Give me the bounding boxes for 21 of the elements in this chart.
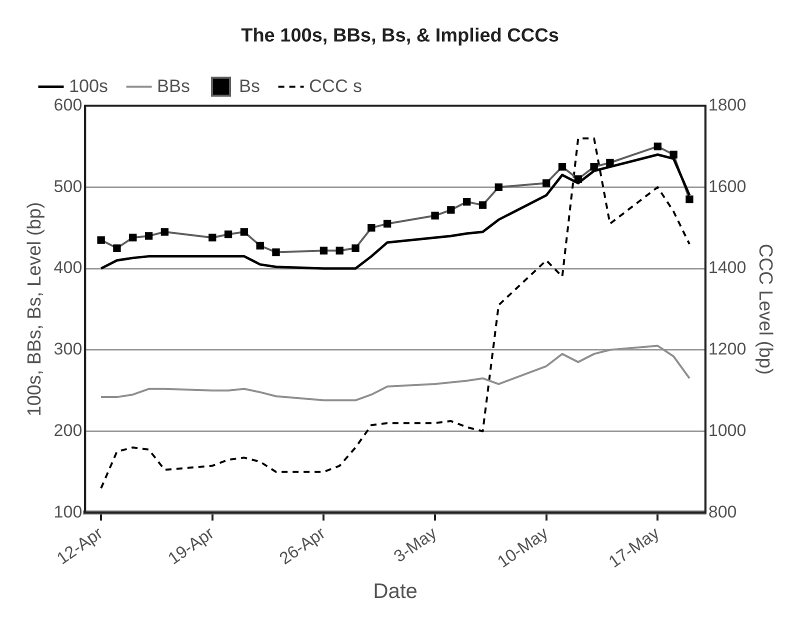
y-tick-label: 200 xyxy=(54,420,82,440)
y-tick-label: 300 xyxy=(54,340,82,359)
y2-tick-label: 1800 xyxy=(708,95,746,114)
legend-label: BBs xyxy=(157,76,190,96)
y-tick-label: 600 xyxy=(54,95,82,114)
y2-tick-label: 1600 xyxy=(708,176,746,196)
y2-tick-label: 1200 xyxy=(708,340,746,359)
y2-tick-label: 800 xyxy=(708,502,737,522)
y2-tick-label: 1400 xyxy=(708,258,746,278)
y-tick-label: 100 xyxy=(54,502,82,522)
legend-label: 100s xyxy=(69,76,108,96)
legend-label: CCC s xyxy=(309,76,362,96)
y-tick-label: 400 xyxy=(54,258,82,278)
chart-title: The 100s, BBs, Bs, & Implied CCCs xyxy=(241,26,559,47)
line-series xyxy=(100,137,690,490)
x-axis-title: Date xyxy=(373,580,418,604)
legend-label: Bs xyxy=(239,76,260,96)
y-axis-title: 100s, BBs, Bs, Level (bp) xyxy=(24,202,46,416)
y-tick-label: 500 xyxy=(54,176,82,196)
y2-axis-title: CCC Level (bp) xyxy=(754,244,776,375)
y2-tick-label: 1000 xyxy=(708,420,746,440)
